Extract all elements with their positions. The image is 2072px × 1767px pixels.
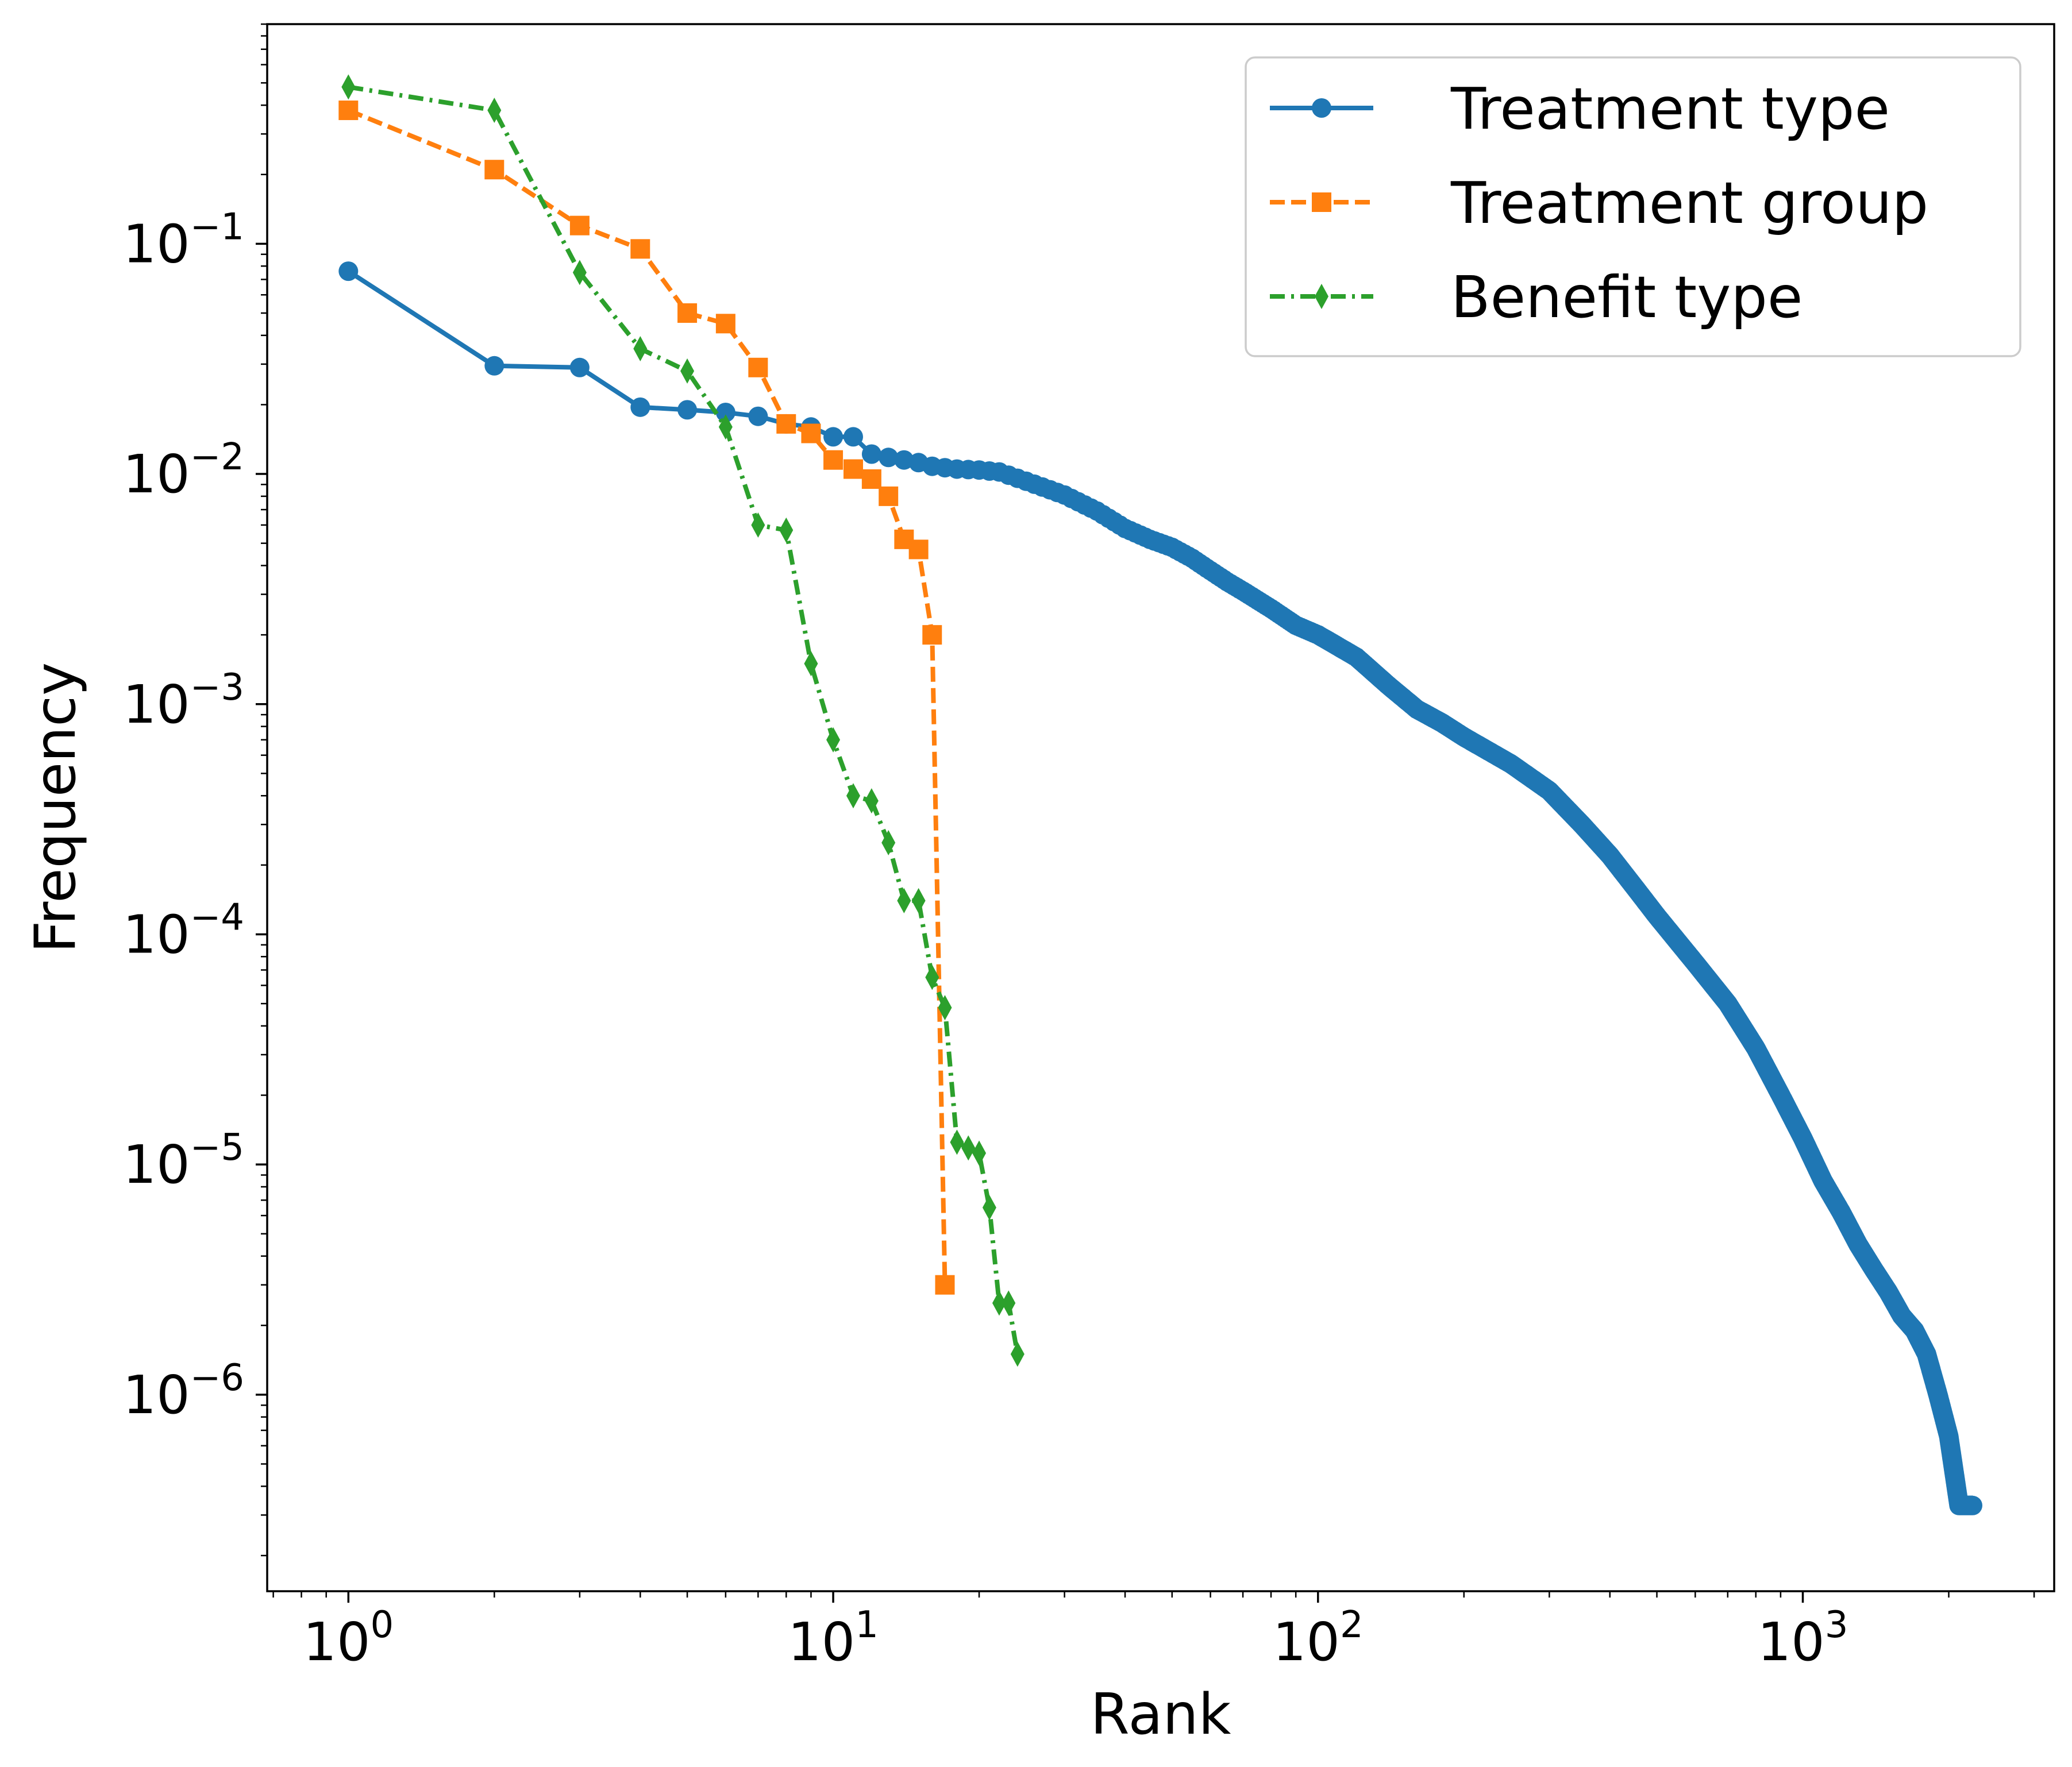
series-benefit-type bbox=[341, 74, 1025, 1367]
legend-label: Benefit type bbox=[1451, 264, 1803, 331]
data-point bbox=[879, 486, 899, 506]
x-tick-label: 100 bbox=[303, 1604, 394, 1673]
x-axis-label: Rank bbox=[1091, 1682, 1231, 1747]
data-point bbox=[484, 160, 504, 180]
data-point bbox=[823, 450, 844, 470]
data-point bbox=[861, 469, 881, 489]
data-point bbox=[341, 74, 356, 100]
data-point bbox=[938, 995, 952, 1021]
legend-label: Treatment type bbox=[1450, 75, 1890, 142]
legend-marker bbox=[1312, 98, 1331, 118]
data-point bbox=[633, 336, 648, 362]
data-point bbox=[897, 888, 911, 913]
data-point bbox=[804, 651, 818, 677]
data-point bbox=[950, 1129, 964, 1155]
y-tick-label: 10−5 bbox=[123, 1126, 244, 1195]
y-tick-label: 10−3 bbox=[123, 666, 244, 735]
data-point bbox=[751, 512, 765, 538]
data-point bbox=[972, 1140, 987, 1166]
data-point bbox=[935, 1275, 955, 1295]
plot-frame bbox=[266, 23, 2055, 1592]
data-point bbox=[776, 414, 796, 434]
data-point bbox=[484, 356, 504, 376]
data-point bbox=[715, 403, 735, 423]
data-point bbox=[1010, 1341, 1025, 1367]
data-point bbox=[992, 1290, 1006, 1316]
data-point bbox=[338, 261, 359, 281]
x-tick-label: 102 bbox=[1273, 1604, 1364, 1673]
data-point bbox=[715, 314, 735, 334]
ticks-layer: 100 101 102 103 10−6 10−5 10−4 10−3 10−2 10−1 bbox=[123, 23, 2035, 1673]
legend-item-treatment-type: Treatment type bbox=[1270, 75, 1890, 142]
legend-item-benefit-type: Benefit type bbox=[1270, 264, 1803, 331]
data-point bbox=[961, 1135, 976, 1161]
legend: Treatment type Treatment group Benefit typ… bbox=[1245, 56, 2021, 357]
data-point bbox=[881, 830, 896, 856]
data-point bbox=[748, 406, 768, 426]
legend-frame bbox=[1245, 56, 2021, 357]
data-point bbox=[843, 427, 863, 447]
x-tick-label: 103 bbox=[1758, 1604, 1848, 1673]
data-point bbox=[779, 517, 794, 543]
data-point bbox=[843, 459, 863, 479]
data-point bbox=[680, 358, 695, 384]
data-point bbox=[982, 1195, 996, 1221]
data-point bbox=[569, 357, 590, 377]
data-point bbox=[911, 888, 926, 913]
data-point bbox=[718, 414, 733, 440]
data-point bbox=[922, 625, 942, 645]
series-treatment-group bbox=[338, 101, 955, 1295]
data-point bbox=[677, 303, 698, 323]
legend-marker bbox=[1312, 192, 1331, 212]
data-point bbox=[1002, 1290, 1016, 1316]
data-point bbox=[925, 964, 939, 990]
data-point bbox=[908, 539, 929, 560]
legend-label: Treatment group bbox=[1450, 169, 1928, 237]
data-point bbox=[864, 788, 879, 814]
data-point bbox=[572, 260, 587, 286]
data-point bbox=[748, 357, 768, 377]
data-point bbox=[826, 727, 841, 753]
y-tick-label: 10−4 bbox=[123, 896, 244, 965]
data-point bbox=[338, 101, 359, 121]
y-tick-label: 10−2 bbox=[123, 436, 244, 505]
series-layer bbox=[338, 74, 1982, 1515]
y-tick-label: 10−1 bbox=[123, 206, 244, 275]
data-point bbox=[846, 783, 860, 809]
y-tick-label: 10−6 bbox=[123, 1357, 244, 1426]
legend-item-treatment-group: Treatment group bbox=[1270, 169, 1928, 237]
data-point bbox=[630, 397, 650, 417]
data-point bbox=[823, 427, 844, 447]
data-point bbox=[801, 423, 821, 443]
data-point bbox=[487, 98, 502, 124]
x-tick-label: 101 bbox=[788, 1604, 879, 1673]
legend-marker bbox=[1315, 284, 1328, 309]
y-axis-label: Frequency bbox=[23, 662, 88, 953]
data-point bbox=[677, 400, 698, 420]
data-point bbox=[630, 239, 650, 259]
data-point bbox=[569, 215, 590, 236]
